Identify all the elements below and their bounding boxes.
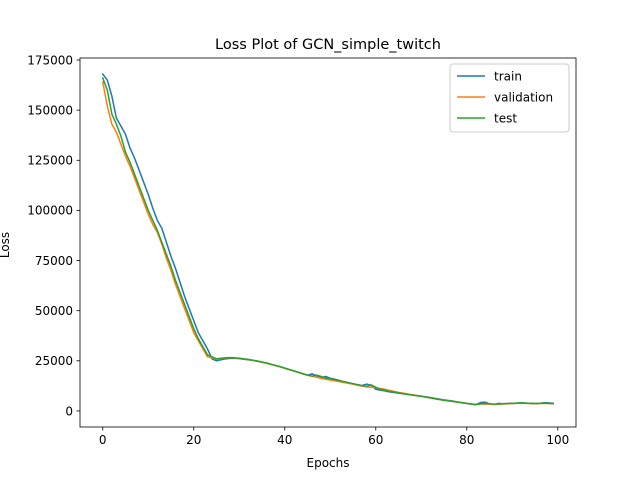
plot-area <box>79 57 577 428</box>
legend-label-train: train <box>494 69 522 83</box>
y-tick-label: 75000 <box>35 254 73 268</box>
y-tick-label: 175000 <box>27 53 73 67</box>
x-axis-label: Epochs <box>307 456 350 470</box>
y-tick-label: 150000 <box>27 103 73 117</box>
x-tick-label: 60 <box>368 433 383 447</box>
y-tick-label: 50000 <box>35 304 73 318</box>
chart-title: Loss Plot of GCN_simple_twitch <box>215 37 441 53</box>
legend-box <box>449 63 570 133</box>
x-tick-label: 0 <box>99 433 107 447</box>
y-tick-label: 100000 <box>27 204 73 218</box>
y-tick-label: 125000 <box>27 154 73 168</box>
legend-label-validation: validation <box>494 90 553 104</box>
y-axis-ticks: 0 25000 50000 75000 100000 125000 150000 175000 <box>27 53 80 418</box>
x-tick-label: 20 <box>186 433 201 447</box>
x-tick-label: 40 <box>277 433 292 447</box>
legend: train validation test <box>449 63 570 133</box>
axes-frame <box>79 57 577 428</box>
y-tick-label: 0 <box>65 404 73 418</box>
y-axis-label: Loss <box>0 232 12 258</box>
legend-label-test: test <box>494 111 517 125</box>
x-tick-label: 80 <box>459 433 474 447</box>
x-tick-label: 100 <box>546 433 569 447</box>
y-tick-label: 25000 <box>35 354 73 368</box>
x-axis-ticks: 0 20 40 60 80 100 <box>99 427 569 447</box>
series-line-test <box>101 77 555 406</box>
